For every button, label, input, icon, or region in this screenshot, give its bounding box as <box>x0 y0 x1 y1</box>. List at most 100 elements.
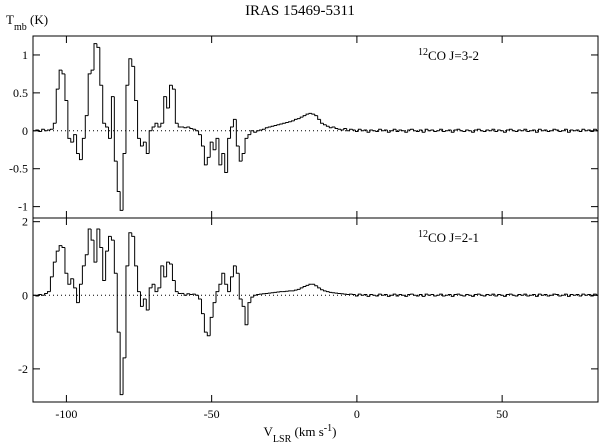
spectrum-channel <box>267 126 272 128</box>
spectrum-channel <box>241 298 246 307</box>
spectrum-channel <box>543 129 548 131</box>
spectrum-channel <box>55 250 60 263</box>
spectrum-channel <box>401 294 405 296</box>
spectrum-channel <box>357 293 362 297</box>
spectrum-channel <box>279 123 283 125</box>
line-label-part: CO J=3-2 <box>428 48 479 63</box>
spectrum-channel <box>511 294 516 296</box>
spectrum-channel <box>230 276 234 292</box>
x-label-part: LSR <box>273 434 292 442</box>
spectrum-channel <box>529 130 533 132</box>
spectrum-channel <box>593 128 597 132</box>
spectrum-channel <box>439 293 443 296</box>
spectrum-channel <box>465 294 469 297</box>
spectrum-channel <box>535 294 539 297</box>
spectrum-channel <box>87 73 92 116</box>
spectrum-channel <box>52 122 57 130</box>
spectrum <box>33 228 598 396</box>
spectrum-channel <box>357 128 362 132</box>
spectrum-channel <box>520 130 524 132</box>
spectrum-channel <box>322 123 327 126</box>
spectrum-channel <box>96 228 100 263</box>
spectrum-channel <box>90 229 95 241</box>
spectrum-channel <box>47 291 51 294</box>
spectrum-channel <box>67 100 71 139</box>
spectrum-channel <box>546 294 551 297</box>
spectrum-channel <box>209 316 214 336</box>
y-tick-label: -2 <box>18 362 28 376</box>
plot-frame <box>32 217 599 403</box>
spectrum-channel <box>540 294 545 296</box>
spectrum-channel <box>413 129 417 132</box>
spectrum-channel <box>572 130 577 132</box>
spectrum-channel <box>253 294 257 298</box>
spectrum-channel <box>395 129 400 133</box>
spectrum-channel <box>468 130 472 132</box>
spectrum-channel <box>398 129 402 132</box>
spectrum-channel <box>450 294 455 297</box>
spectrum-channel <box>558 294 562 297</box>
spectrum-channel <box>584 129 588 132</box>
spectrum-channel <box>203 145 208 166</box>
y-label-part: (K) <box>27 12 48 27</box>
spectrum-channel <box>331 126 336 128</box>
spectrum-channel <box>317 115 321 120</box>
spectrum-channel <box>224 153 228 173</box>
spectrum-channel <box>218 138 222 166</box>
spectrum-channel <box>447 294 452 296</box>
spectrum-channel <box>552 128 556 131</box>
spectrum-channel <box>439 128 443 131</box>
spectrum-channel <box>523 293 527 296</box>
spectrum-channel <box>163 265 167 278</box>
spectrum-channel <box>67 273 71 285</box>
spectrum-channel <box>378 293 382 297</box>
spectrum-channel <box>238 273 243 300</box>
spectrum-channel <box>84 115 89 139</box>
spectrum-channel <box>566 129 571 133</box>
spectrum-channel <box>200 298 205 315</box>
spectrum-channel <box>537 128 542 133</box>
spectrum-channel <box>482 295 487 297</box>
spectrum-channel <box>590 130 594 133</box>
spectrum-channel <box>471 295 475 297</box>
spectrum-channel <box>110 236 115 241</box>
spectrum-channel <box>398 294 402 297</box>
spectrum-channel <box>372 294 376 296</box>
spectrum-channel <box>76 134 80 155</box>
spectrum-channel <box>270 125 275 127</box>
spectrum-channel <box>221 272 225 285</box>
spectrum-channel <box>305 113 309 116</box>
spectrum-channel <box>442 129 446 133</box>
spectrum-channel <box>169 84 173 109</box>
spectrum-channel <box>421 294 426 297</box>
spectrum-channel <box>537 293 542 297</box>
x-label-part: (km s <box>291 424 324 439</box>
spectrum-channel <box>134 66 138 101</box>
spectrum-channel <box>363 129 368 131</box>
spectrum-channel <box>383 294 388 296</box>
y-tick-label: 0 <box>22 124 28 138</box>
spectrum-channel <box>447 129 452 131</box>
spectrum-channel <box>70 278 74 285</box>
spectrum-channel <box>235 265 240 274</box>
spectrum-channel <box>424 293 429 297</box>
spectrum-channel <box>575 294 580 296</box>
spectrum-channel <box>160 265 164 288</box>
spectrum-channel <box>517 294 522 297</box>
spectrum-channel <box>218 283 222 292</box>
spectrum-channel <box>500 130 504 132</box>
spectrum-channel <box>520 294 524 296</box>
spectrum-channel <box>247 302 251 325</box>
x-label-part: ) <box>332 424 336 439</box>
spectrum-channel <box>546 130 551 133</box>
spectrum-channel <box>317 285 321 289</box>
spectrum-channel <box>177 291 182 294</box>
y-label-part: mb <box>14 22 27 33</box>
spectrum-channel <box>389 130 394 133</box>
spectrum-channel <box>372 130 376 132</box>
spectrum-channel <box>224 273 228 285</box>
spectrum-channel <box>64 247 68 274</box>
y-label-part: T <box>6 12 14 27</box>
spectrum-channel <box>337 128 341 130</box>
spectrum-channel <box>433 130 437 133</box>
